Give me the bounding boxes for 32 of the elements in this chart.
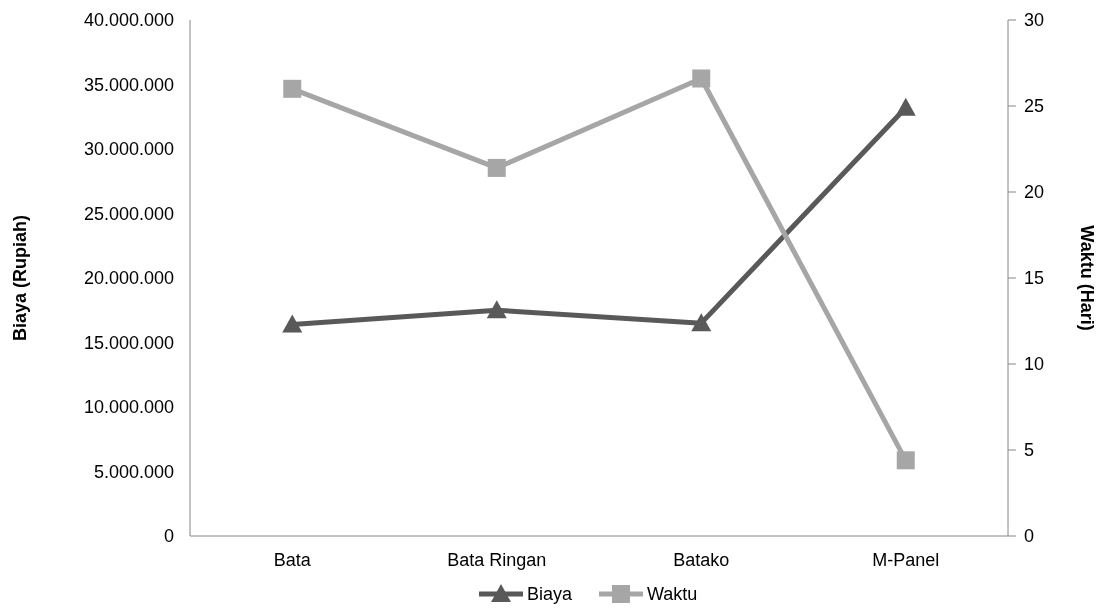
y-tick-label: 5.000.000 [93, 461, 174, 482]
y2-tick-label: 15 [1024, 268, 1045, 289]
x-tick-label: Bata Ringan [447, 550, 547, 570]
y2-tick-label: 30 [1024, 10, 1045, 31]
y2-axis-title: Waktu (Hari) [1077, 225, 1097, 331]
point [283, 79, 302, 98]
y-tick-label: 25.000.000 [83, 203, 174, 224]
point [895, 97, 916, 116]
y2-tick-label: 10 [1024, 354, 1045, 375]
y-tick-label: 30.000.000 [83, 139, 174, 160]
x-tick-label: M-Panel [872, 550, 940, 570]
y2-tick-label: 0 [1024, 526, 1035, 547]
y-axis-title: Biaya (Rupiah) [10, 214, 30, 342]
y2-tick-label: 25 [1024, 96, 1045, 117]
point [692, 69, 711, 88]
point [691, 313, 712, 332]
y-tick-label: 20.000.000 [83, 268, 174, 289]
point [486, 300, 507, 319]
point [896, 451, 915, 470]
y-tick-label: 0 [163, 526, 174, 547]
legend-label: Biaya [527, 584, 574, 605]
x-tick-label: Bata [273, 550, 312, 570]
x-tick-label: Batako [673, 550, 730, 570]
y-tick-label: 35.000.000 [83, 74, 174, 95]
y2-tick-label: 5 [1024, 440, 1035, 461]
legend-label: Waktu [647, 584, 698, 605]
point [487, 158, 506, 177]
y-tick-label: 10.000.000 [83, 397, 174, 418]
y-tick-label: 40.000.000 [83, 10, 174, 31]
y2-tick-label: 20 [1024, 182, 1045, 203]
y-tick-label: 15.000.000 [83, 332, 174, 353]
point [282, 314, 303, 333]
